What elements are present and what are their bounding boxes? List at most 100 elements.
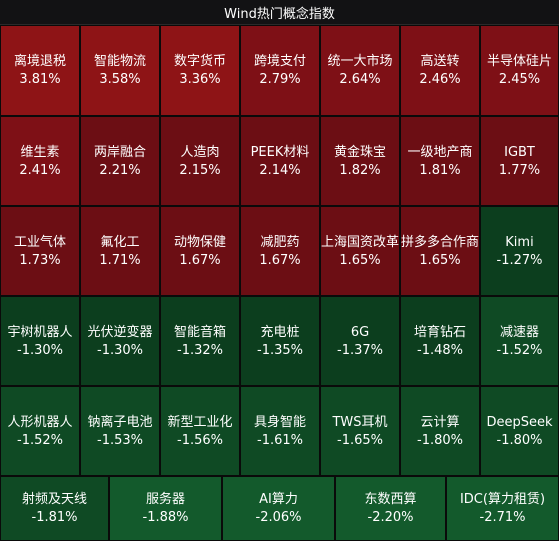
tile[interactable]: 新型工业化 -1.56% [160,386,240,476]
tile-change-percent: 1.67% [179,252,221,268]
tile-change-percent: 1.67% [259,252,301,268]
tile-change-percent: 3.58% [99,72,141,87]
tile-name: 维生素 [20,144,60,160]
tile[interactable]: 智能物流 3.58% [80,25,160,116]
tile-name: 光伏逆变器 [87,324,153,340]
tile[interactable]: 6G -1.37% [320,296,400,386]
tile-name: 东数西算 [364,492,417,507]
tile[interactable]: 数字货币 3.36% [160,25,240,116]
tile[interactable]: 服务器 -1.88% [109,476,222,541]
tile-change-percent: -1.56% [177,432,223,448]
tile-change-percent: 2.45% [498,72,541,87]
tile[interactable]: 黄金珠宝 1.82% [320,116,400,206]
tile[interactable]: 高送转 2.46% [400,25,480,116]
tile[interactable]: 培育钻石 -1.48% [400,296,480,386]
tile-name: 统一大市场 [327,54,393,69]
tile-change-percent: 3.81% [19,72,61,87]
tile-name: 服务器 [145,492,185,507]
tile-name: 钠离子电池 [87,414,153,430]
tile-name: 智能音箱 [173,324,226,340]
tile-change-percent: -1.65% [337,432,383,448]
tile-change-percent: 1.65% [419,252,461,268]
tile-name: 充电桩 [260,324,300,340]
tile[interactable]: TWS耳机 -1.65% [320,386,400,476]
chart-title: Wind热门概念指数 [0,0,559,25]
tile-name: 减速器 [499,324,539,340]
tile[interactable]: 具身智能 -1.61% [240,386,320,476]
tile[interactable]: 工业气体 1.73% [0,206,80,296]
tile[interactable]: PEEK材料 2.14% [240,116,320,206]
tile[interactable]: 宇树机器人 -1.30% [0,296,80,386]
tile-change-percent: -1.80% [417,432,463,448]
tile-change-percent: -1.53% [97,432,143,448]
tile-change-percent: 2.46% [419,72,461,87]
tile-name: 黄金珠宝 [333,144,386,160]
tile-change-percent: -2.06% [255,510,302,525]
tile-change-percent: -1.48% [417,342,463,358]
tile-change-percent: 2.15% [179,162,221,178]
tile-name: 具身智能 [253,414,306,430]
tile[interactable]: 一级地产商 1.81% [400,116,480,206]
tile-name: 高送转 [420,54,460,69]
tile-change-percent: -1.80% [496,432,543,448]
tile[interactable]: IGBT 1.77% [480,116,559,206]
tile-change-percent: 1.82% [339,162,381,178]
tile-change-percent: -1.37% [337,342,383,358]
tile-name: IGBT [504,144,535,160]
tile-change-percent: -1.30% [97,342,143,358]
tile[interactable]: 减速器 -1.52% [480,296,559,386]
tile-name: 宇树机器人 [7,324,73,340]
tile[interactable]: 减肥药 1.67% [240,206,320,296]
tile[interactable]: 充电桩 -1.35% [240,296,320,386]
tile-name: 一级地产商 [407,144,473,160]
tile[interactable]: IDC(算力租赁) -2.71% [446,476,559,541]
tile-name: 减肥药 [260,234,300,250]
tile[interactable]: 云计算 -1.80% [400,386,480,476]
tile[interactable]: 离境退税 3.81% [0,25,80,116]
tile[interactable]: 射频及天线 -1.81% [0,476,109,541]
tile-change-percent: -2.71% [479,510,526,525]
tile-name: TWS耳机 [332,414,388,430]
tile-change-percent: 1.77% [498,162,541,178]
tile-name: 半导体硅片 [486,54,552,69]
tile-change-percent: 2.14% [259,162,301,178]
tile[interactable]: 上海国资改革 1.65% [320,206,400,296]
tile-name: 跨境支付 [253,54,306,69]
tile[interactable]: AI算力 -2.06% [222,476,335,541]
tile-change-percent: 2.79% [259,72,301,87]
tile[interactable]: 拼多多合作商 1.65% [400,206,480,296]
tile-name: 工业气体 [13,234,66,250]
tile-change-percent: 3.36% [179,72,221,87]
tile[interactable]: 光伏逆变器 -1.30% [80,296,160,386]
tile-change-percent: -1.52% [17,432,63,448]
tile-name: 拼多多合作商 [401,234,480,250]
tile[interactable]: 人形机器人 -1.52% [0,386,80,476]
tile[interactable]: DeepSeek -1.80% [480,386,559,476]
tile-change-percent: 1.65% [339,252,381,268]
tile-name: 两岸融合 [93,144,146,160]
tile[interactable]: 智能音箱 -1.32% [160,296,240,386]
tile-name: 氟化工 [100,234,140,250]
tile[interactable]: 钠离子电池 -1.53% [80,386,160,476]
tile-change-percent: -1.81% [31,510,78,525]
tile-change-percent: -1.32% [177,342,223,358]
tile[interactable]: 半导体硅片 2.45% [480,25,559,116]
tile[interactable]: 东数西算 -2.20% [335,476,446,541]
tile-name: AI算力 [259,492,298,507]
tile[interactable]: 统一大市场 2.64% [320,25,400,116]
tile[interactable]: 两岸融合 2.21% [80,116,160,206]
tile-name: 6G [350,324,370,340]
tile[interactable]: 动物保健 1.67% [160,206,240,296]
tile-change-percent: 2.41% [19,162,61,178]
tile-name: 离境退税 [13,54,66,69]
tile[interactable]: 跨境支付 2.79% [240,25,320,116]
tile[interactable]: Kimi -1.27% [480,206,559,296]
tile-change-percent: 1.81% [419,162,461,178]
tile-change-percent: -1.52% [496,342,543,358]
tile-name: IDC(算力租赁) [459,492,546,507]
tile[interactable]: 维生素 2.41% [0,116,80,206]
tile[interactable]: 人造肉 2.15% [160,116,240,206]
tile[interactable]: 氟化工 1.71% [80,206,160,296]
tile-change-percent: -1.88% [142,510,189,525]
